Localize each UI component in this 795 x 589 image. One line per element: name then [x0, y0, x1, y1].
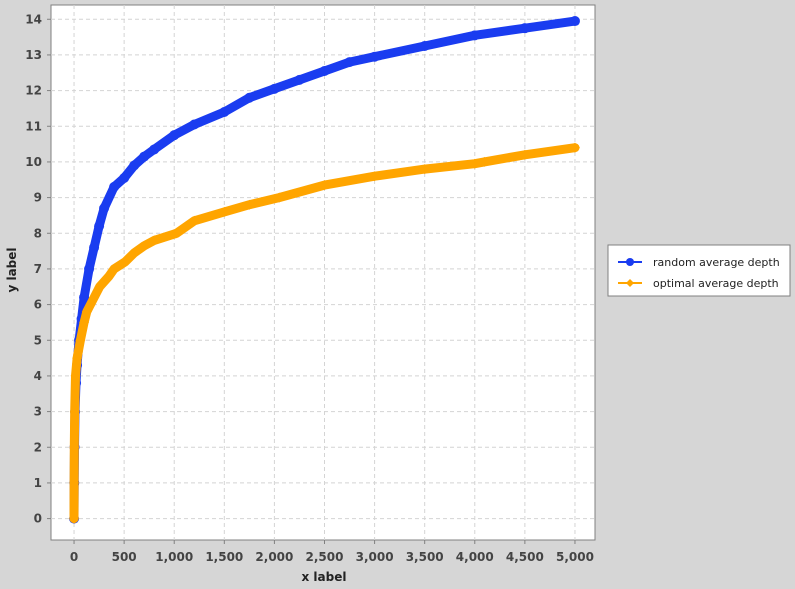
plot-area	[50, 4, 596, 541]
y-axis-title: y label	[5, 247, 19, 292]
legend-marker	[626, 258, 634, 266]
data-point	[219, 107, 230, 117]
x-tick-label: 4,500	[506, 550, 544, 564]
x-axis: 0 500 1,000 1,500 2,000 2,500 3,000 3,500 4,000 4…	[70, 540, 594, 564]
data-point	[75, 335, 86, 346]
data-point	[69, 442, 80, 453]
data-point	[69, 477, 80, 488]
y-tick-label: 4	[34, 369, 42, 383]
data-point	[189, 215, 200, 226]
data-point	[479, 156, 490, 167]
y-tick-label: 10	[25, 155, 42, 169]
y-tick-label: 11	[25, 119, 42, 133]
data-point	[469, 158, 480, 169]
grid-lines	[51, 5, 595, 540]
x-axis-title: x label	[302, 570, 347, 584]
data-point	[274, 192, 285, 203]
data-point	[70, 370, 81, 381]
data-point	[72, 353, 83, 364]
data-point	[519, 149, 530, 160]
data-point	[99, 203, 110, 214]
data-point	[419, 41, 430, 52]
data-point	[419, 164, 430, 175]
data-point	[89, 292, 100, 303]
data-point	[129, 247, 140, 258]
data-point	[219, 206, 230, 217]
data-point	[104, 271, 115, 282]
legend-box	[607, 244, 791, 297]
data-point	[69, 513, 80, 524]
data-point	[569, 16, 580, 27]
x-tick-label: 1,500	[205, 550, 243, 564]
data-point	[294, 74, 305, 85]
data-point	[344, 57, 355, 68]
data-point	[81, 306, 92, 317]
data-point	[149, 235, 160, 246]
data-point	[519, 23, 530, 34]
x-tick-label: 500	[112, 550, 137, 564]
data-point	[109, 181, 120, 192]
y-tick-label: 12	[25, 84, 42, 98]
y-tick-label: 2	[34, 440, 42, 454]
legend-item: optimal average depth	[618, 277, 779, 290]
data-point	[69, 406, 80, 417]
legend-item: random average depth	[618, 256, 780, 269]
data-point	[149, 144, 160, 155]
data-point	[84, 263, 95, 274]
data-point	[120, 256, 131, 267]
data-point	[244, 199, 255, 210]
legend-label: random average depth	[653, 256, 780, 269]
data-point	[171, 228, 182, 239]
x-tick-label: 3,000	[356, 550, 394, 564]
data-point	[139, 151, 150, 162]
legend-label: optimal average depth	[653, 277, 779, 290]
y-tick-label: 3	[34, 405, 42, 419]
series-2	[69, 142, 580, 524]
legend: random average depth optimal average dept…	[607, 244, 791, 297]
y-tick-label: 13	[25, 48, 42, 62]
data-point	[79, 292, 90, 303]
data-point	[189, 119, 200, 130]
data-point	[79, 317, 90, 328]
legend-marker	[626, 279, 634, 287]
y-tick-label: 0	[34, 512, 42, 526]
data-point	[469, 30, 480, 41]
data-point	[109, 263, 120, 274]
y-tick-label: 1	[34, 476, 42, 490]
y-tick-label: 7	[34, 262, 42, 276]
data-point	[94, 221, 105, 232]
data-point	[94, 281, 105, 292]
data-point	[569, 142, 580, 153]
data-point	[319, 180, 330, 191]
y-tick-label: 8	[34, 226, 42, 240]
x-tick-label: 3,500	[406, 550, 444, 564]
x-tick-label: 5,000	[556, 550, 594, 564]
data-point	[89, 242, 100, 253]
x-tick-label: 1,000	[155, 550, 193, 564]
data-point	[244, 92, 255, 103]
y-tick-label: 5	[34, 333, 42, 347]
x-tick-label: 4,000	[456, 550, 494, 564]
data-point	[169, 130, 180, 141]
y-tick-label: 9	[34, 191, 42, 205]
x-tick-label: 2,000	[255, 550, 293, 564]
data-point	[369, 51, 380, 62]
x-tick-label: 0	[70, 550, 78, 564]
data-point	[129, 160, 140, 171]
data-point	[119, 172, 130, 183]
data-point	[319, 65, 330, 76]
x-tick-label: 2,500	[306, 550, 344, 564]
data-point	[369, 171, 380, 182]
data-point	[139, 240, 150, 251]
series-layer	[69, 16, 580, 524]
data-point	[269, 83, 280, 94]
y-tick-label: 14	[25, 12, 42, 26]
y-tick-label: 6	[34, 298, 42, 312]
